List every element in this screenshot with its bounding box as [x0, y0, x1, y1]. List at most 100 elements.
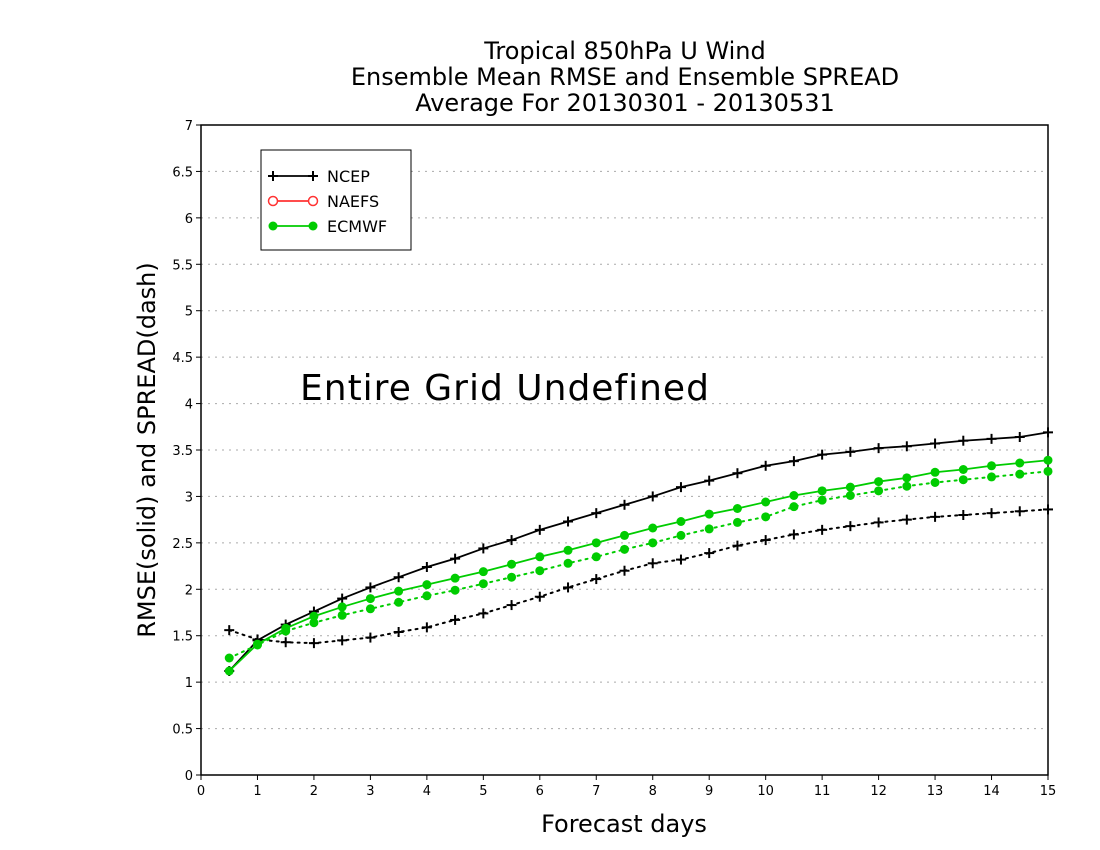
plus-marker	[873, 443, 884, 454]
ecmwf-spread-point	[309, 618, 319, 628]
ecmwf-rmse-point	[309, 611, 319, 621]
ecmwf-rmse-point	[478, 567, 488, 577]
plus-marker	[619, 499, 630, 510]
plus-marker	[591, 574, 602, 585]
y-tick-label: 5.5	[172, 258, 193, 273]
ecmwf-spread-point	[507, 572, 517, 582]
plus-marker	[337, 593, 348, 604]
plus-marker	[1014, 432, 1025, 442]
plus-marker	[365, 582, 376, 593]
grid-lines	[201, 170, 1048, 730]
plus-marker	[393, 627, 404, 637]
ecmwf-rmse-point	[845, 482, 855, 492]
plus-marker	[280, 637, 291, 648]
legend-label: NAEFS	[327, 192, 379, 211]
ecmwf-rmse-point	[761, 497, 771, 507]
ecmwf-rmse-point	[676, 517, 686, 526]
plus-marker	[647, 558, 658, 569]
legend-marker	[308, 221, 318, 231]
ecmwf-spread-point	[704, 524, 714, 534]
x-tick-label: 5	[479, 784, 487, 799]
legend-label: NCEP	[327, 167, 370, 186]
legend-marker	[307, 195, 319, 207]
ecmwf-spread-point	[422, 591, 432, 601]
y-tick-label: 2.5	[172, 537, 193, 552]
ecmwf-spread-point	[958, 475, 968, 485]
plus-marker	[647, 491, 658, 502]
plus-marker	[421, 562, 432, 572]
chart-title-line-3: Average For 20130301 - 20130531	[415, 89, 835, 117]
y-tick-label: 0.5	[172, 723, 193, 738]
ecmwf-rmse-point	[337, 602, 347, 612]
x-tick-label: 6	[536, 784, 544, 799]
legend-marker	[267, 195, 279, 207]
ecmwf-rmse-point	[563, 545, 573, 555]
plus-marker	[478, 608, 489, 619]
plus-marker	[901, 441, 912, 452]
ecmwf-rmse-point	[902, 473, 912, 483]
plus-marker	[817, 449, 828, 460]
ecmwf-spread-point	[930, 478, 940, 487]
x-axis-label: Forecast days	[541, 810, 707, 838]
plus-marker	[986, 508, 997, 519]
x-tick-label: 8	[649, 784, 657, 799]
plus-marker	[450, 614, 461, 625]
legend: NCEP NAEFS ECMWF	[260, 149, 412, 251]
ecmwf-spread-point	[874, 486, 884, 496]
plus-marker	[675, 482, 686, 493]
ecmwf-spread-point	[987, 472, 997, 482]
series-group	[224, 427, 1053, 676]
ecmwf-rmse-point	[789, 491, 799, 500]
plus-marker	[268, 171, 278, 181]
plus-marker	[958, 510, 969, 520]
plus-marker	[337, 635, 348, 646]
x-tick-label: 14	[983, 784, 1000, 799]
plus-marker	[732, 540, 743, 551]
ecmwf-rmse-line	[228, 459, 1049, 672]
ecmwf-rmse-point	[591, 538, 601, 548]
x-tick-label: 13	[927, 784, 944, 799]
plus-marker	[675, 554, 686, 565]
y-axis-label: RMSE(solid) and SPREAD(dash)	[133, 262, 161, 638]
ecmwf-rmse-point	[365, 594, 375, 604]
plus-marker	[506, 535, 517, 546]
plus-marker	[930, 511, 941, 522]
y-tick-label: 2	[185, 583, 193, 598]
ecmwf-spread-point	[478, 579, 488, 589]
y-tick-label: 6.5	[172, 165, 193, 180]
plus-marker	[591, 508, 602, 519]
y-tick-label: 3	[185, 490, 193, 505]
x-tick-label: 1	[253, 784, 261, 799]
ecmwf-spread-point	[591, 552, 601, 562]
plus-marker	[788, 456, 799, 467]
ecmwf-rmse-point	[874, 477, 884, 487]
x-tick-label: 15	[1040, 784, 1057, 799]
ecmwf-spread-point	[1043, 466, 1053, 476]
plus-marker	[478, 543, 489, 554]
legend-item-ncep: NCEP	[268, 167, 370, 186]
ecmwf-spread-point	[732, 517, 742, 527]
plus-marker	[308, 171, 318, 181]
y-tick-label: 1.5	[172, 630, 193, 645]
ecmwf-rmse-point	[930, 467, 940, 477]
legend-item-naefs: NAEFS	[267, 192, 379, 211]
ecmwf-spread-point	[535, 566, 545, 576]
x-tick-label: 11	[814, 784, 831, 799]
legend-label: ECMWF	[327, 217, 387, 236]
plus-marker	[450, 553, 461, 564]
y-tick-label: 3.5	[172, 444, 193, 459]
ecmwf-rmse-point	[281, 623, 291, 633]
chart-title-line-1: Tropical 850hPa U Wind	[484, 37, 766, 65]
plus-marker	[563, 582, 574, 593]
ecmwf-spread-point	[761, 512, 771, 522]
plus-marker	[534, 524, 545, 535]
ecmwf-spread-point	[365, 604, 375, 614]
plus-marker	[760, 460, 771, 471]
plus-marker	[704, 475, 715, 486]
chart-title-line-2: Ensemble Mean RMSE and Ensemble SPREAD	[350, 63, 900, 91]
plus-marker	[958, 435, 969, 446]
x-tick-label: 3	[366, 784, 374, 799]
x-tick-label: 7	[592, 784, 600, 799]
plus-marker	[845, 521, 856, 532]
ecmwf-rmse-point	[535, 552, 545, 562]
